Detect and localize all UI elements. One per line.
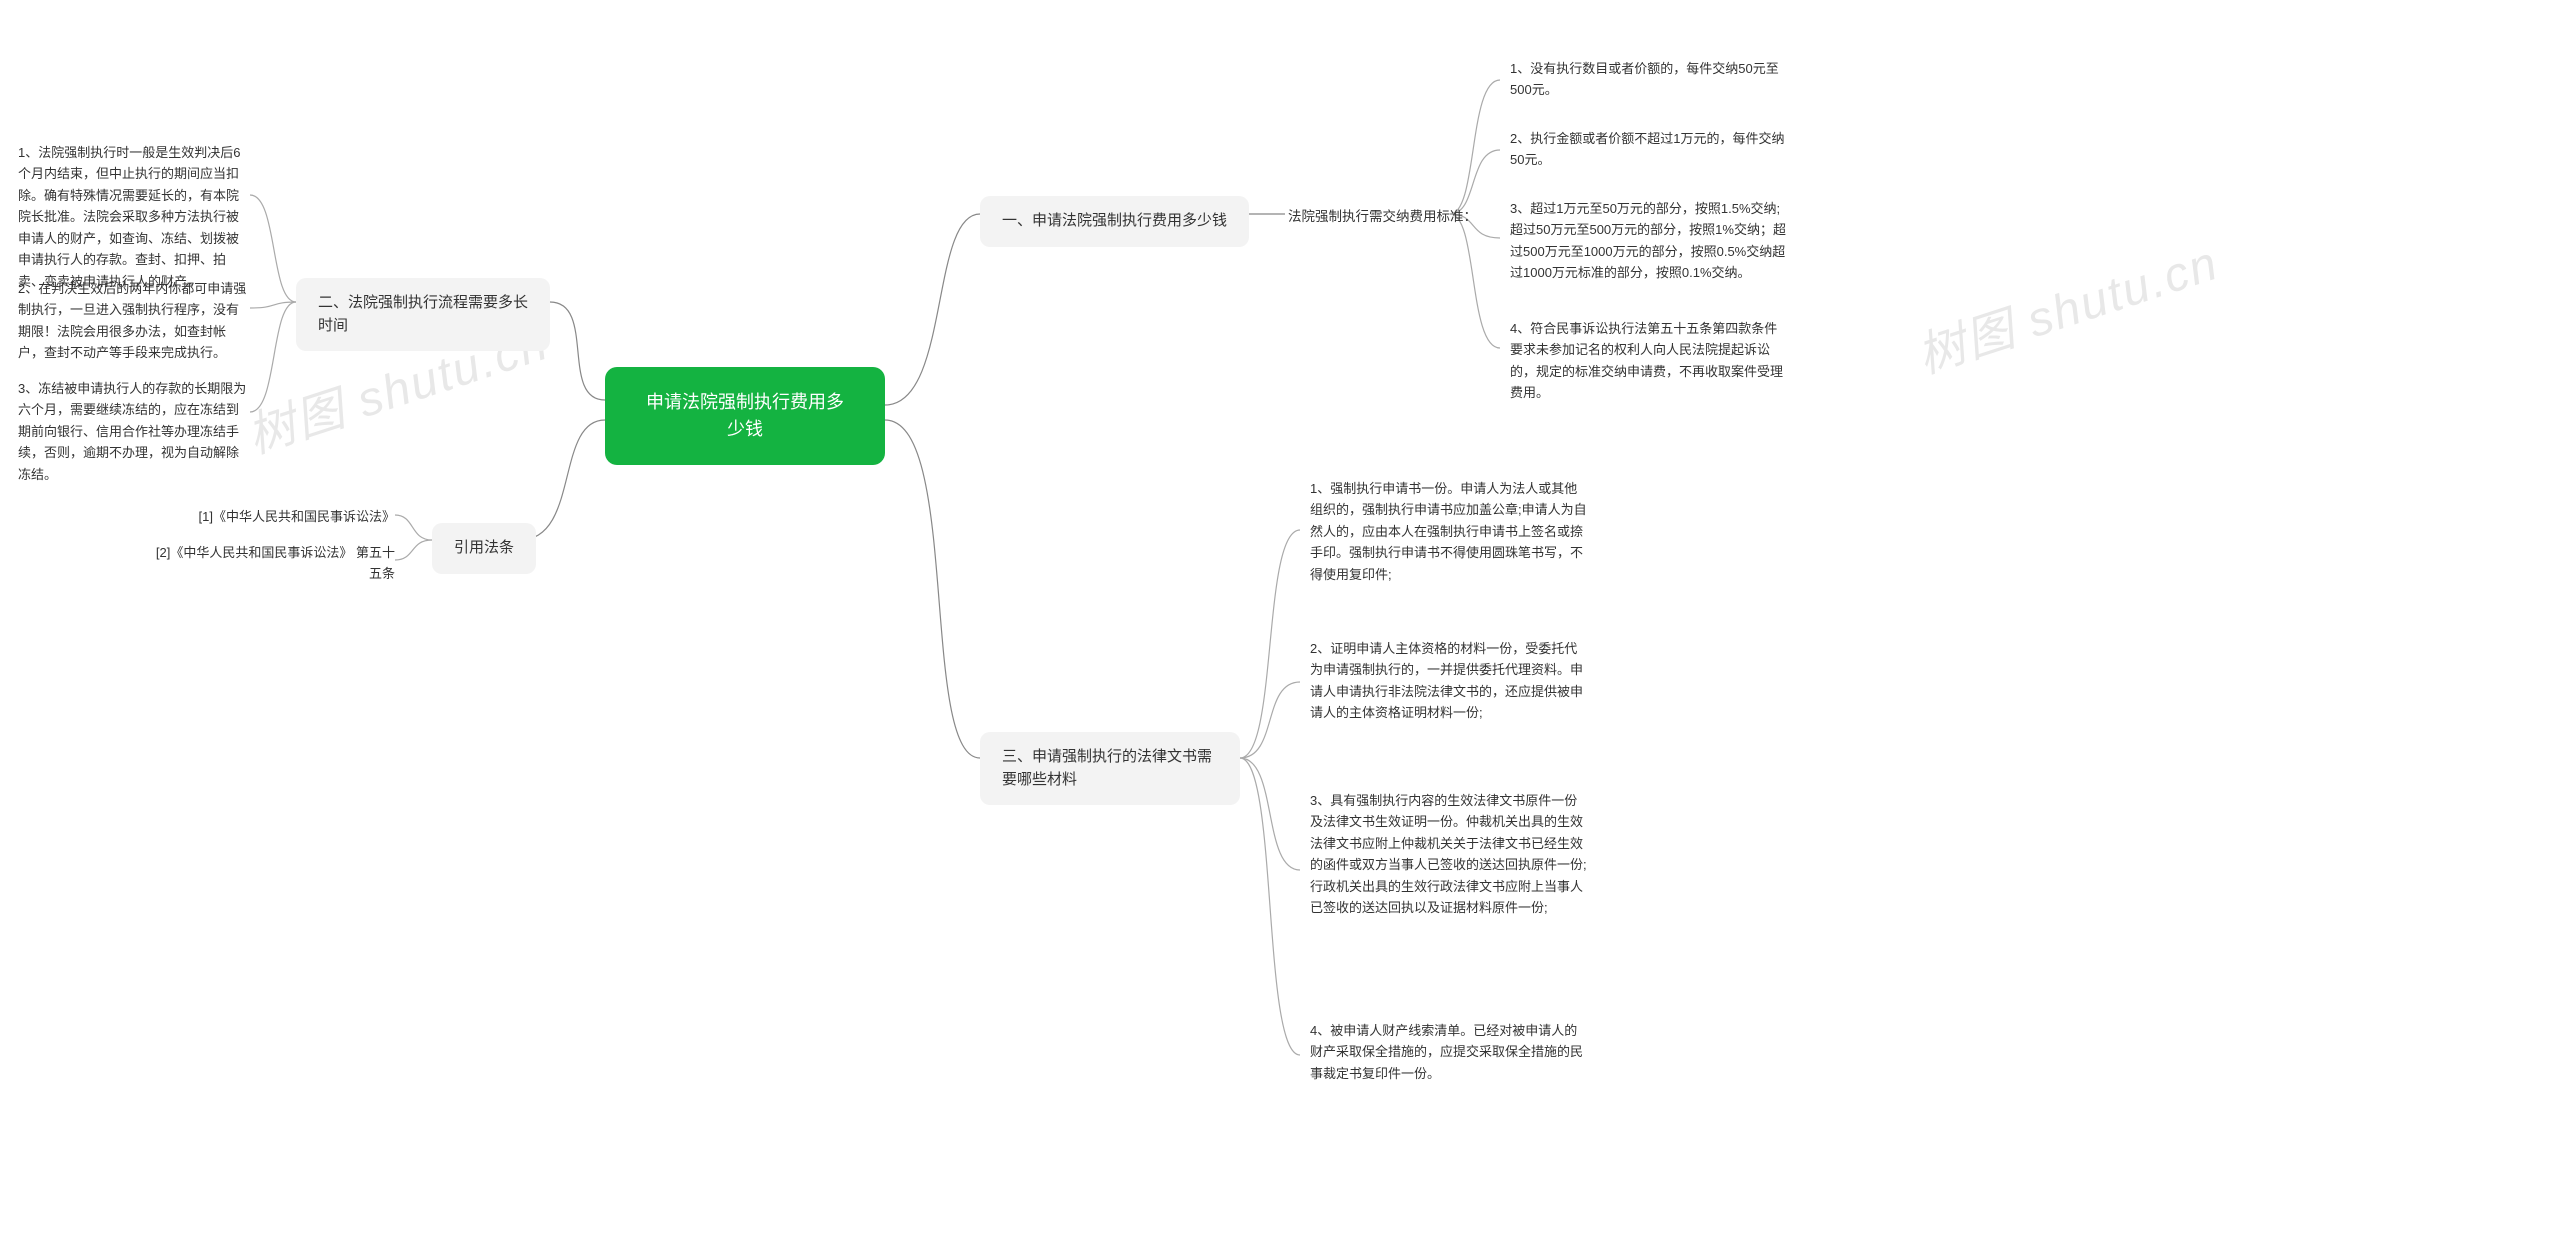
- leaf-mat-3: 3、具有强制执行内容的生效法律文书原件一份及法律文书生效证明一份。仲裁机关出具的…: [1310, 790, 1590, 919]
- branch-laws: 引用法条: [432, 523, 536, 574]
- leaf-fee-3: 3、超过1万元至50万元的部分，按照1.5%交纳;超过50万元至500万元的部分…: [1510, 198, 1790, 284]
- leaf-mat-2: 2、证明申请人主体资格的材料一份，受委托代为申请强制执行的，一并提供委托代理资料…: [1310, 638, 1590, 724]
- leaf-law-2: [2]《中华人民共和国民事诉讼法》 第五十五条: [145, 542, 395, 585]
- leaf-mat-1: 1、强制执行申请书一份。申请人为法人或其他组织的，强制执行申请书应加盖公章;申请…: [1310, 478, 1590, 585]
- leaf-fee-2: 2、执行金额或者价额不超过1万元的，每件交纳50元。: [1510, 128, 1790, 171]
- leaf-fee-4: 4、符合民事诉讼执行法第五十五条第四款条件要求未参加记名的权利人向人民法院提起诉…: [1510, 318, 1790, 404]
- sub-fee-standard: 法院强制执行需交纳费用标准：: [1288, 206, 1477, 228]
- leaf-law-1: [1]《中华人民共和国民事诉讼法》: [175, 506, 395, 527]
- branch-time: 二、法院强制执行流程需要多长时间: [296, 278, 550, 351]
- leaf-time-1: 1、法院强制执行时一般是生效判决后6个月内结束，但中止执行的期间应当扣除。确有特…: [18, 142, 250, 292]
- watermark-2: 树图 shutu.cn: [1907, 223, 2226, 386]
- connector-svg: [0, 0, 2560, 1257]
- branch-materials: 三、申请强制执行的法律文书需要哪些材料: [980, 732, 1240, 805]
- branch-fee: 一、申请法院强制执行费用多少钱: [980, 196, 1249, 247]
- leaf-time-3: 3、冻结被申请执行人的存款的长期限为六个月，需要继续冻结的，应在冻结到期前向银行…: [18, 378, 250, 485]
- leaf-mat-4: 4、被申请人财产线索清单。已经对被申请人的财产采取保全措施的，应提交采取保全措施…: [1310, 1020, 1590, 1084]
- leaf-time-2: 2、在判决生效后的两年内你都可申请强制执行，一旦进入强制执行程序，没有期限！法院…: [18, 278, 250, 364]
- center-node: 申请法院强制执行费用多少钱: [605, 367, 885, 465]
- leaf-fee-1: 1、没有执行数目或者价额的，每件交纳50元至500元。: [1510, 58, 1790, 101]
